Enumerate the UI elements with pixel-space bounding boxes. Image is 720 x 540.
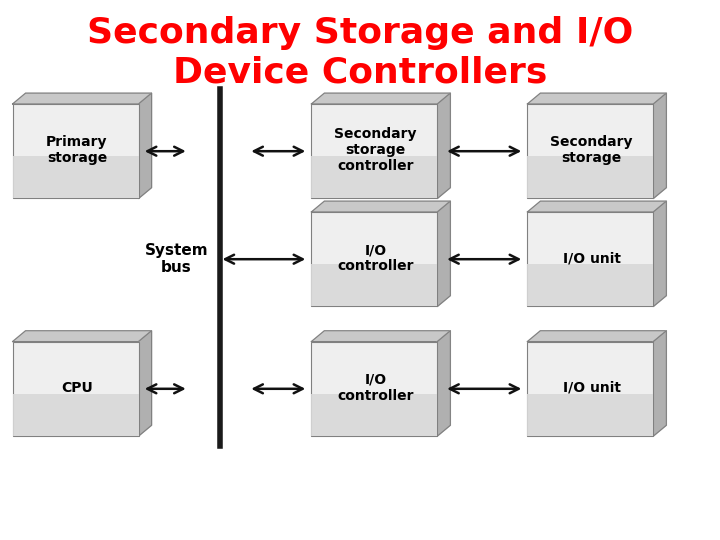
FancyBboxPatch shape xyxy=(527,341,654,436)
Polygon shape xyxy=(527,201,667,212)
FancyBboxPatch shape xyxy=(311,212,438,306)
Bar xyxy=(527,264,654,306)
Text: Secondary
storage: Secondary storage xyxy=(551,135,633,165)
Text: System
bus: System bus xyxy=(145,243,208,275)
Text: Primary
storage: Primary storage xyxy=(46,135,108,165)
Polygon shape xyxy=(311,330,451,341)
FancyBboxPatch shape xyxy=(527,104,654,199)
Text: Secondary Storage and I/O
Device Controllers: Secondary Storage and I/O Device Control… xyxy=(87,16,633,90)
Bar xyxy=(13,394,138,436)
FancyBboxPatch shape xyxy=(13,104,138,199)
Text: I/O
controller: I/O controller xyxy=(338,373,414,403)
Text: CPU: CPU xyxy=(61,381,93,395)
Bar xyxy=(13,156,138,199)
Bar xyxy=(527,156,654,199)
Polygon shape xyxy=(438,201,451,306)
Polygon shape xyxy=(654,330,667,436)
Text: Secondary
storage
controller: Secondary storage controller xyxy=(335,127,417,173)
Polygon shape xyxy=(13,93,152,104)
Polygon shape xyxy=(13,330,152,341)
Polygon shape xyxy=(654,93,667,199)
Polygon shape xyxy=(138,93,152,199)
Polygon shape xyxy=(527,93,667,104)
Bar xyxy=(311,264,437,306)
FancyBboxPatch shape xyxy=(311,104,438,199)
FancyBboxPatch shape xyxy=(311,341,438,436)
Polygon shape xyxy=(438,93,451,199)
Bar xyxy=(527,394,654,436)
Bar xyxy=(311,394,437,436)
Bar xyxy=(311,156,437,199)
Text: I/O unit: I/O unit xyxy=(563,381,621,395)
Polygon shape xyxy=(138,330,152,436)
Text: I/O unit: I/O unit xyxy=(563,251,621,265)
Polygon shape xyxy=(527,330,667,341)
Polygon shape xyxy=(654,201,667,306)
Polygon shape xyxy=(311,201,451,212)
Text: I/O
controller: I/O controller xyxy=(338,243,414,273)
Polygon shape xyxy=(311,93,451,104)
Polygon shape xyxy=(438,330,451,436)
FancyBboxPatch shape xyxy=(527,212,654,306)
FancyBboxPatch shape xyxy=(13,341,138,436)
